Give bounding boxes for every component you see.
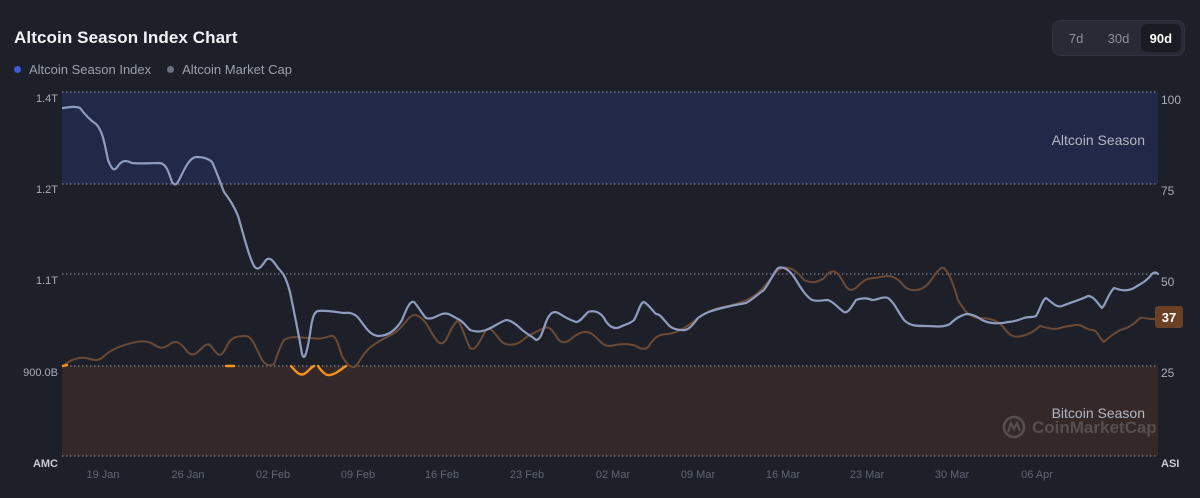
left-axis: 1.4T 1.2T 1.1T 900.0B AMC	[23, 93, 58, 470]
chart-title: Altcoin Season Index Chart	[14, 28, 238, 47]
svg-text:AMC: AMC	[33, 458, 58, 470]
svg-text:16 Mar: 16 Mar	[766, 469, 801, 481]
svg-text:16 Feb: 16 Feb	[425, 469, 459, 481]
svg-text:23 Mar: 23 Mar	[850, 469, 885, 481]
svg-text:02 Mar: 02 Mar	[596, 469, 631, 481]
svg-text:50: 50	[1161, 275, 1175, 289]
svg-text:30 Mar: 30 Mar	[935, 469, 970, 481]
svg-text:100: 100	[1161, 93, 1181, 107]
gridlines	[62, 91, 1158, 457]
legend-dot-blue-icon	[14, 66, 21, 73]
bitcoin-season-highlight	[61, 363, 348, 377]
time-range-toggle: 7d 30d 90d	[1052, 20, 1185, 56]
bitcoin-season-label: Bitcoin Season	[1052, 405, 1145, 421]
svg-text:06 Apr: 06 Apr	[1021, 469, 1053, 481]
svg-text:1.4T: 1.4T	[36, 93, 58, 105]
altcoin-season-index-line	[62, 266, 1157, 369]
svg-text:09 Feb: 09 Feb	[341, 469, 375, 481]
x-axis: 19 Jan 26 Jan 02 Feb 09 Feb 16 Feb 23 Fe…	[86, 469, 1053, 481]
svg-text:1.1T: 1.1T	[36, 275, 58, 287]
legend-label: Altcoin Market Cap	[182, 62, 292, 77]
altcoin-season-zone	[62, 92, 1158, 184]
bitcoin-season-zone	[62, 366, 1158, 456]
svg-text:ASI: ASI	[1161, 458, 1179, 470]
chart-legend: Altcoin Season Index Altcoin Market Cap	[14, 62, 292, 77]
coinmarketcap-logo-icon	[1002, 415, 1026, 439]
svg-text:900.0B: 900.0B	[23, 367, 58, 379]
svg-text:19 Jan: 19 Jan	[86, 469, 119, 481]
svg-text:23 Feb: 23 Feb	[510, 469, 544, 481]
svg-text:75: 75	[1161, 184, 1175, 198]
svg-text:26 Jan: 26 Jan	[171, 469, 204, 481]
legend-dot-gray-icon	[167, 66, 175, 73]
svg-text:02 Feb: 02 Feb	[256, 469, 290, 481]
altcoin-market-cap-line	[61, 105, 1160, 358]
current-asi-badge: 37	[1155, 306, 1183, 328]
coinmarketcap-watermark: CoinMarketCap	[1002, 415, 1157, 439]
right-axis: 100 75 50 25 ASI	[1161, 93, 1181, 470]
svg-text:CoinMarketCap: CoinMarketCap	[1032, 418, 1157, 437]
legend-item-altcoin-market-cap[interactable]: Altcoin Market Cap	[167, 62, 292, 77]
svg-text:1.2T: 1.2T	[36, 184, 58, 196]
range-30d-button[interactable]: 30d	[1107, 30, 1130, 46]
range-90d-button[interactable]: 90d	[1140, 24, 1181, 52]
legend-item-altcoin-season-index[interactable]: Altcoin Season Index	[14, 62, 151, 77]
altcoin-season-label: Altcoin Season	[1052, 132, 1145, 148]
svg-text:09 Mar: 09 Mar	[681, 469, 716, 481]
svg-text:37: 37	[1162, 310, 1176, 325]
legend-label: Altcoin Season Index	[29, 62, 152, 77]
svg-text:25: 25	[1161, 366, 1175, 380]
range-7d-button[interactable]: 7d	[1068, 30, 1084, 46]
